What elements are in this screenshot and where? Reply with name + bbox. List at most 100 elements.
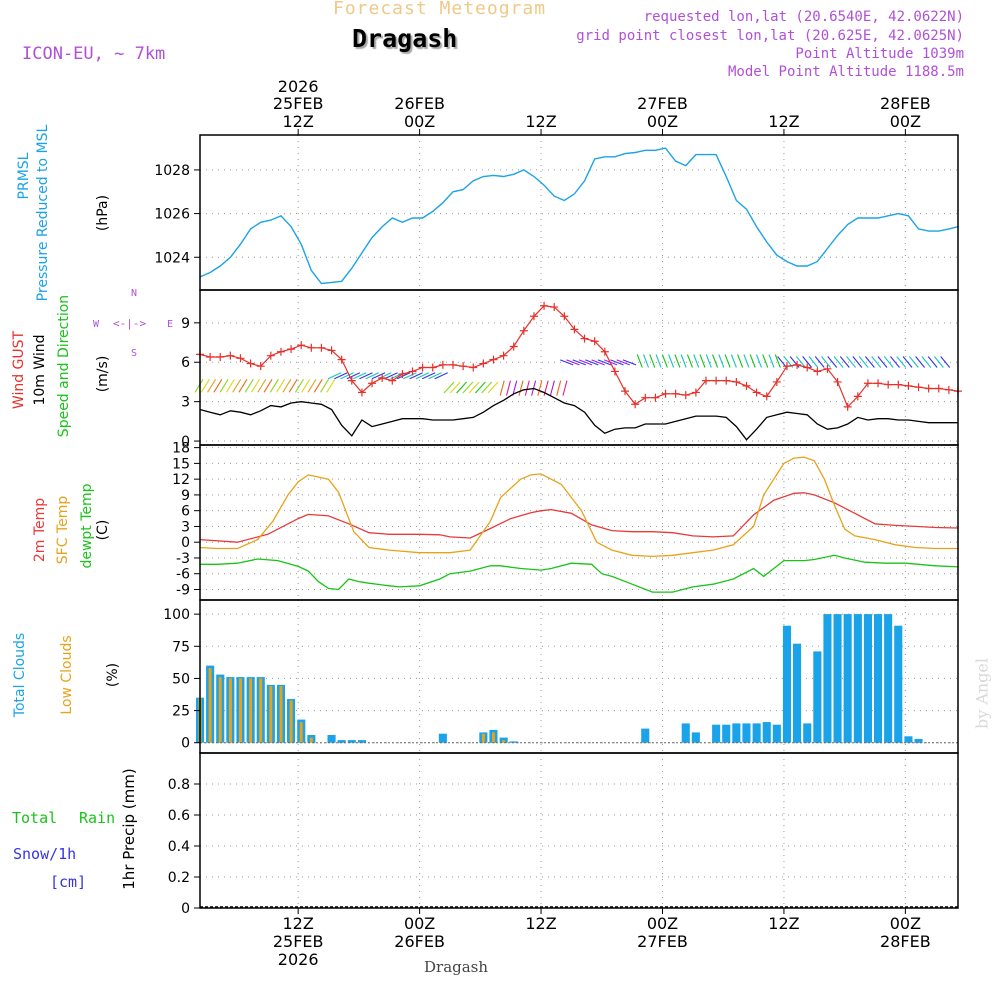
gust-marker — [287, 345, 296, 354]
gust-marker — [823, 364, 832, 373]
wind-direction-arrow — [456, 381, 467, 394]
time-hour-label: 12Z — [525, 914, 556, 933]
time-year-label: 2026 — [278, 77, 319, 96]
time-hour-label: 12Z — [768, 112, 799, 131]
wind-direction-arrow — [512, 380, 518, 396]
gust-marker — [712, 376, 721, 385]
wind-direction-arrow — [814, 356, 825, 368]
model-label: ICON-EU, ~ 7km — [22, 44, 166, 64]
gust-marker — [276, 347, 285, 356]
total-cloud-bar — [904, 736, 913, 743]
wind-direction-arrow — [636, 354, 643, 368]
gust-marker — [519, 326, 528, 335]
model-altitude: Model Point Altitude 1188.5m — [727, 64, 964, 80]
low-cloud-bar — [309, 737, 313, 743]
total-cloud-bar — [874, 614, 883, 743]
y-tick-label: 9 — [181, 316, 190, 332]
low-cloud-bar — [259, 678, 263, 743]
wind-direction-arrow — [655, 354, 662, 368]
wind-direction-arrow — [674, 354, 681, 368]
gust-marker — [671, 389, 680, 398]
wind-direction-arrow — [200, 379, 210, 393]
gust-marker — [256, 362, 265, 371]
gust-marker — [803, 363, 812, 372]
wind-direction-arrow — [934, 356, 944, 368]
wind-direction-arrow — [749, 354, 756, 368]
wind-direction-arrow — [572, 359, 586, 366]
wind-direction-arrow — [864, 356, 875, 368]
total-cloud-bar — [509, 741, 518, 743]
y-tick-label: 3 — [181, 395, 190, 411]
wind-direction-arrow — [774, 354, 781, 368]
y-tick-label: 0 — [181, 535, 190, 551]
compass-arrows-icon: <-|-> — [113, 317, 147, 330]
wind-direction-arrow — [334, 372, 348, 380]
y-tick-label: 9 — [181, 488, 190, 504]
time-date-label: 26FEB — [394, 932, 445, 951]
total-cloud-bar — [884, 614, 893, 743]
low-cloud-bar — [228, 678, 232, 743]
y-tick-label: 0.8 — [168, 777, 190, 793]
pressure-line — [199, 147, 959, 285]
time-hour-label: 00Z — [647, 914, 678, 933]
y-tick-label: 0.4 — [168, 839, 190, 855]
gust-marker — [459, 362, 468, 371]
grid-coords: grid point closest lon,lat (20.625E, 42.… — [576, 28, 964, 44]
wind-direction-arrow — [802, 356, 813, 368]
wind-direction-arrow — [724, 354, 731, 368]
y-tick-label: 6 — [181, 504, 190, 520]
wind-direction-arrow — [927, 356, 938, 368]
wind-speed-line — [199, 387, 958, 441]
total-cloud-bar — [438, 733, 447, 743]
precip-total-label: Total — [12, 809, 58, 827]
footer-location: Dragash — [424, 958, 489, 976]
wind-direction-arrow — [743, 354, 750, 368]
wind-direction-arrow — [730, 354, 737, 368]
gust-marker — [327, 346, 336, 355]
total-cloud-bar — [742, 723, 751, 743]
low-cloud-bar — [249, 678, 253, 743]
gust-marker — [570, 325, 579, 334]
wind-direction-arrow — [415, 372, 430, 380]
low-cloud-bar — [502, 740, 506, 743]
gust-marker — [894, 380, 903, 389]
gust-marker — [863, 379, 872, 388]
y-tick-label: 1028 — [154, 163, 190, 179]
gust-marker — [651, 393, 660, 402]
gust-marker — [580, 334, 589, 343]
gust-marker — [368, 379, 377, 388]
wind-direction-arrow — [768, 354, 775, 368]
wind-direction-arrow — [795, 356, 806, 368]
time-date-label: 27FEB — [637, 94, 688, 113]
wind-direction-arrow — [622, 359, 637, 366]
gust-marker — [621, 387, 630, 396]
time-date-label: 28FEB — [880, 932, 931, 951]
y-tick-label: -3 — [176, 551, 190, 567]
gust-marker — [297, 341, 306, 350]
y-tick-label: -6 — [176, 567, 190, 583]
requested-coords: requested lon,lat (20.6540E, 42.0622N) — [643, 9, 964, 25]
time-date-label: 27FEB — [637, 932, 688, 951]
low-cloud-bar — [481, 733, 485, 743]
wind-direction-arrow — [462, 381, 474, 394]
total-cloud-bar — [337, 740, 346, 743]
wind-direction-arrow — [352, 372, 367, 380]
wind-direction-arrow — [518, 380, 524, 396]
gust-marker — [924, 384, 933, 393]
wind-direction-arrow — [686, 354, 693, 368]
wind-direction-arrow — [833, 356, 844, 368]
total-cloud-bar — [712, 724, 721, 743]
wind-direction-arrow — [396, 372, 411, 380]
compass-west: W — [93, 319, 100, 330]
wind-direction-arrow — [257, 379, 267, 393]
wind-direction-arrow — [808, 356, 819, 368]
time-hour-label: 00Z — [890, 914, 921, 933]
total-cloud-bar — [894, 625, 903, 743]
y-tick-label: 100 — [163, 607, 190, 623]
panel-frame-2 — [199, 289, 959, 446]
gust-marker — [904, 381, 913, 390]
precip-rain-label: Rain — [79, 809, 116, 827]
gust-marker — [428, 363, 437, 372]
wind-direction-arrow — [693, 354, 700, 368]
wind-direction-arrow — [877, 356, 888, 368]
